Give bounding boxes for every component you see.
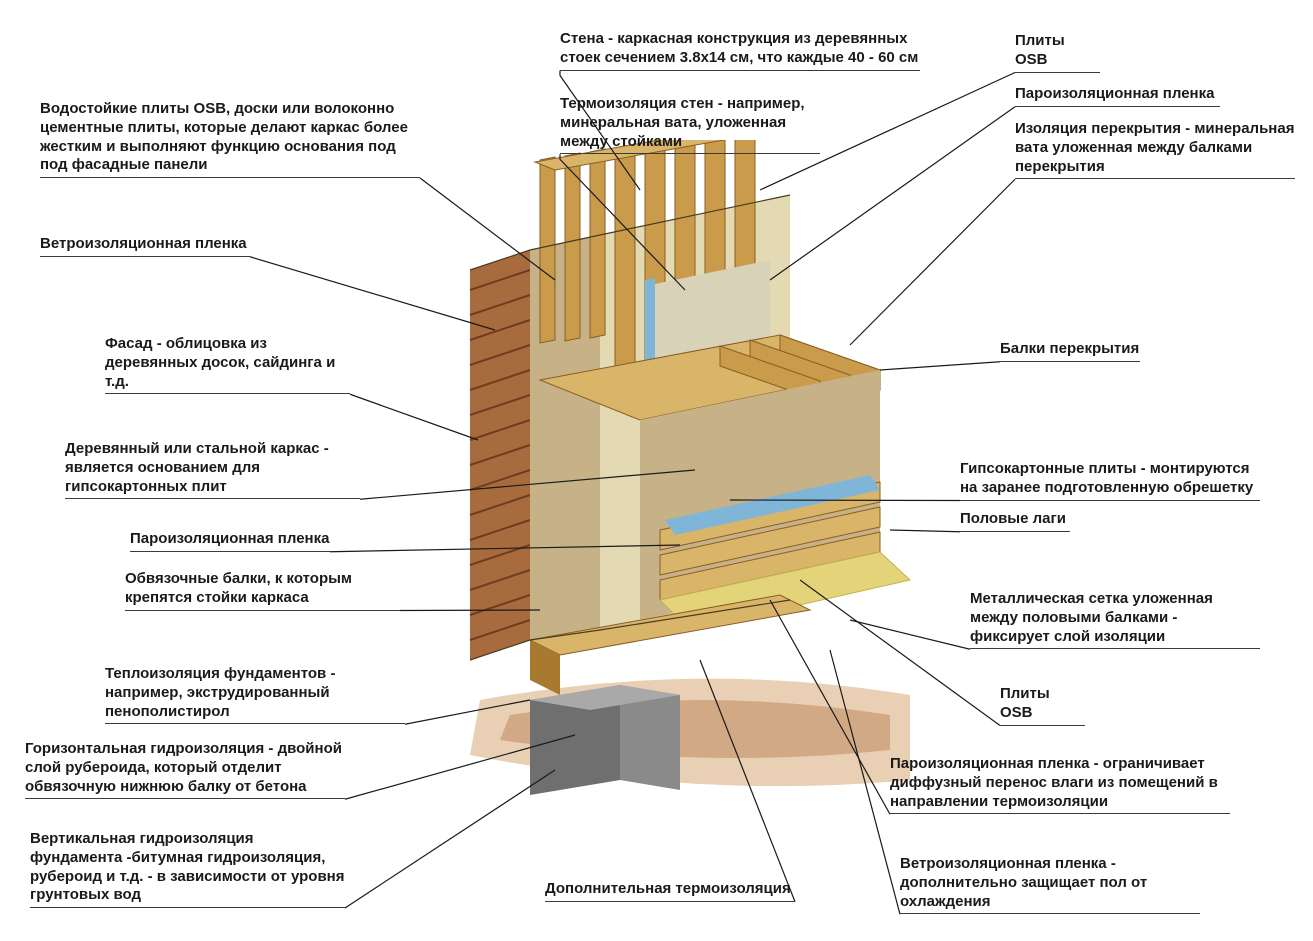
- callout-extra-thermo: Дополнительная термоизоляция: [545, 880, 795, 902]
- callout-foundation-insul: Теплоизоляция фундаментов - например, эк…: [105, 665, 405, 724]
- callout-wall-thermo: Термоизоляция стен - например, минеральн…: [560, 95, 820, 154]
- callout-wind-membrane: Ветроизоляционная пленка: [40, 235, 250, 257]
- callout-strapping-beams: Обвязочные балки, к которым крепятся сто…: [125, 570, 400, 611]
- wall-section-illustration: [450, 140, 920, 810]
- callout-vapor-film-left: Пароизоляционная пленка: [130, 530, 330, 552]
- callout-vapor-floor: Пароизоляционная пленка - ограничивает д…: [890, 755, 1230, 814]
- callout-metal-mesh: Металлическая сетка уложенная между поло…: [970, 590, 1260, 649]
- callout-facade: Фасад - облицовка из деревянных досок, с…: [105, 335, 350, 394]
- callout-osb-floor: Плиты OSB: [1000, 685, 1085, 726]
- callout-vapor-film-right: Пароизоляционная пленка: [1015, 85, 1220, 107]
- callout-vert-waterproof: Вертикальная гидроизоляция фундамента -б…: [30, 830, 345, 908]
- callout-osb-right: Плиты OSB: [1015, 32, 1100, 73]
- callout-wind-floor: Ветроизоляционная пленка - дополнительно…: [900, 855, 1200, 914]
- callout-osb-sheathing: Водостойкие плиты OSB, доски или волокон…: [40, 100, 420, 178]
- diagram-stage: Водостойкие плиты OSB, доски или волокон…: [0, 0, 1313, 941]
- callout-wall-frame: Стена - каркасная конструкция из деревян…: [560, 30, 920, 71]
- callout-horiz-waterproof: Горизонтальная гидроизоляция - двойной с…: [25, 740, 345, 799]
- callout-ceiling-beams: Балки перекрытия: [1000, 340, 1140, 362]
- callout-floor-joists: Половые лаги: [960, 510, 1070, 532]
- callout-drywall: Гипсокартонные плиты - монтируются на за…: [960, 460, 1260, 501]
- callout-drywall-frame: Деревянный или стальной каркас - являетс…: [65, 440, 360, 499]
- callout-ceiling-insul: Изоляция перекрытия - минеральная вата у…: [1015, 120, 1295, 179]
